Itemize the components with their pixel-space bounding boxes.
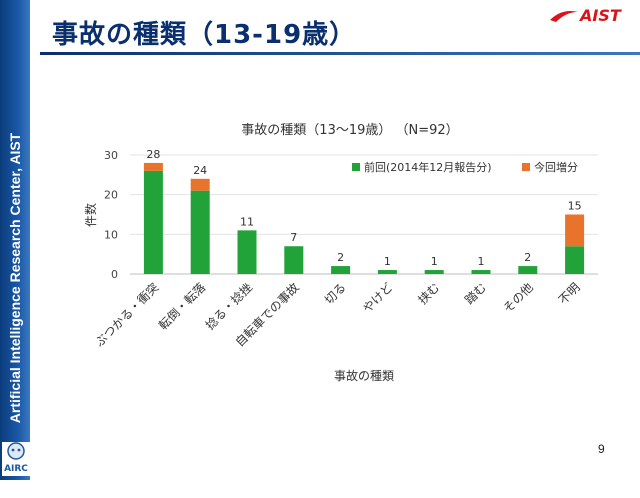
x-category-label: ぶつかる・衝突 <box>92 280 162 350</box>
bar-total-label: 7 <box>290 231 297 244</box>
bar-chart: 事故の種類（13〜19歳） （N=92） 0 10 20 30 件数 28 ぶつかる・衝突 24… <box>83 122 598 383</box>
y-tick-label: 20 <box>104 189 118 202</box>
bar-previous <box>331 266 351 274</box>
bar-increase <box>143 162 163 171</box>
x-category-label: 挟む <box>415 280 442 307</box>
aist-swoosh-icon <box>550 11 578 22</box>
bar-previous <box>143 170 163 274</box>
bar-total-label: 28 <box>146 148 160 161</box>
x-category-label: 転倒・転落 <box>156 280 208 332</box>
bar-total-label: 1 <box>384 255 391 268</box>
bar-previous <box>518 266 538 274</box>
x-category-label: その他 <box>501 280 536 315</box>
legend-swatch-increase <box>522 163 530 171</box>
bar-previous <box>565 246 585 274</box>
bar-increase <box>565 214 585 247</box>
page-number: 9 <box>598 442 605 456</box>
bar-total-label: 2 <box>524 251 531 264</box>
bar-total-label: 1 <box>431 255 438 268</box>
bar-previous <box>284 246 304 274</box>
aist-logo: AIST <box>548 4 638 30</box>
bar-total-label: 24 <box>193 164 207 177</box>
x-category-label: 切る <box>322 280 349 307</box>
page-title: 事故の種類（13-19歳） <box>52 20 357 50</box>
bar-increase <box>190 178 210 191</box>
bar-previous <box>377 270 397 274</box>
title-divider <box>40 52 640 55</box>
bar-previous <box>237 230 257 274</box>
y-tick-label: 10 <box>104 228 118 241</box>
y-tick-label: 30 <box>104 149 118 162</box>
bar-previous <box>190 190 210 274</box>
x-category-label: 踏む <box>462 280 489 307</box>
y-tick-label: 0 <box>111 268 118 281</box>
x-axis-label: 事故の種類 <box>334 368 394 383</box>
chart-title: 事故の種類（13〜19歳） （N=92） <box>241 122 458 138</box>
bar-total-label: 11 <box>240 215 254 228</box>
airc-logo: AIRC <box>2 442 30 476</box>
airc-logo-text: AIRC <box>4 464 28 474</box>
aist-logo-text: AIST <box>578 6 622 25</box>
bar-total-label: 2 <box>337 251 344 264</box>
bar-total-label: 15 <box>568 200 582 213</box>
sidebar-band: Artificial Intelligence Research Center,… <box>0 0 30 480</box>
legend-swatch-previous <box>352 163 360 171</box>
bar-previous <box>424 270 444 274</box>
legend-label-increase: 今回増分 <box>534 160 578 174</box>
legend-label-previous: 前回(2014年12月報告分) <box>364 160 492 174</box>
y-axis-label: 件数 <box>83 203 98 227</box>
x-category-label: やけど <box>360 280 395 315</box>
bar-previous <box>471 270 491 274</box>
x-category-label: 不明 <box>556 280 583 307</box>
bar-total-label: 1 <box>478 255 485 268</box>
